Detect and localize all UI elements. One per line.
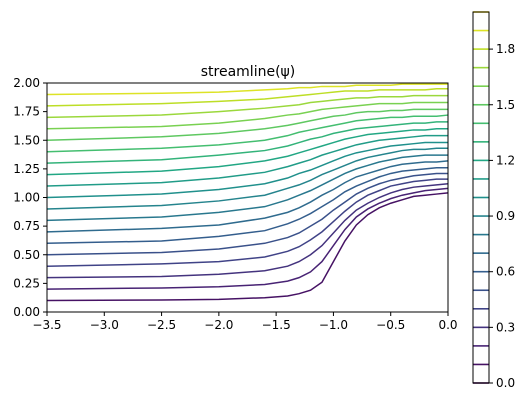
y-tick-label: 1.25 (13, 162, 40, 176)
streamline-series-15 (46, 108, 448, 141)
x-tick-label: −1.5 (262, 318, 291, 332)
streamline-series-4 (46, 178, 448, 267)
streamline-series-5 (46, 172, 448, 256)
x-axis: −3.5 −3.0 −2.5 −2.0 −1.5 −1.0 −0.5 0.0 (32, 312, 458, 332)
x-tick-label: −2.0 (204, 318, 233, 332)
y-tick-label: 0.25 (13, 276, 40, 290)
streamline-series-14 (46, 114, 449, 153)
y-tick-label: 1.00 (13, 191, 40, 205)
x-tick-label: −2.5 (147, 318, 176, 332)
streamline-series-7 (46, 160, 449, 233)
x-tick-label: −1.0 (319, 318, 348, 332)
y-tick-label: 0.50 (13, 248, 40, 262)
colorbar-tick-label: 0.9 (496, 209, 515, 223)
y-tick-label: 1.75 (13, 105, 40, 119)
colorbar-frame (472, 11, 490, 384)
streamline-series-13 (46, 121, 448, 164)
colorbar-tick-label: 0.6 (496, 265, 515, 279)
y-tick-label: 0.75 (13, 219, 40, 233)
plot-axes: −3.5 −3.0 −2.5 −2.0 −1.5 −1.0 −0.5 0.0 0.00 0.25… (13, 76, 457, 332)
streamline-series-19 (46, 83, 448, 96)
streamline-series-18 (46, 87, 448, 107)
streamline-series-12 (46, 128, 448, 176)
y-tick-label: 1.50 (13, 133, 40, 147)
colorbar-tick-label: 0.3 (496, 320, 515, 334)
x-tick-label: −0.5 (376, 318, 405, 332)
streamline-series-17 (46, 94, 448, 119)
colorbar-tick-label: 1.2 (496, 153, 515, 167)
colorbar-tick-label: 0.0 (496, 376, 515, 390)
streamline-series-3 (46, 183, 449, 279)
y-tick-label: 2.00 (13, 76, 40, 90)
colorbar-tick-label: 1.5 (496, 98, 515, 112)
x-tick-label: 0.0 (438, 318, 457, 332)
streamline-series-10 (46, 141, 448, 199)
colorbar: 0.0 0.3 0.6 0.9 1.2 1.5 1.8 (472, 11, 515, 390)
x-tick-label: −3.0 (90, 318, 119, 332)
x-tick-label: −3.5 (32, 318, 61, 332)
streamline-series-16 (46, 101, 448, 130)
streamline-series-1 (46, 192, 449, 302)
streamline-series-8 (46, 154, 448, 222)
streamline-series-6 (46, 166, 448, 245)
streamline-series-2 (46, 187, 449, 290)
streamline-series-9 (46, 147, 448, 210)
colorbar-tick-label: 1.8 (496, 42, 515, 56)
streamline-series-group (46, 83, 449, 302)
streamline-series-11 (46, 134, 448, 187)
y-axis: 0.00 0.25 0.50 0.75 1.00 1.25 1.50 1.75 2.00 (13, 76, 47, 319)
chart-title: streamline(ψ) (201, 64, 296, 80)
y-tick-label: 0.00 (13, 305, 40, 319)
